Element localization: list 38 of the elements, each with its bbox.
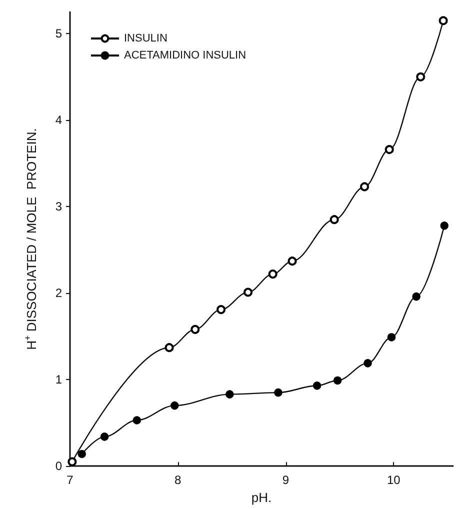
- point: [164, 343, 174, 352]
- point: [190, 324, 200, 334]
- point: [100, 432, 109, 441]
- y-tick-label: 0: [55, 459, 62, 474]
- point: [333, 376, 342, 385]
- x-tick-label: 9: [282, 473, 290, 488]
- point: [268, 270, 278, 279]
- y-tick-label: 2: [55, 286, 62, 300]
- point: [412, 292, 420, 301]
- x-tick-label: 10: [386, 473, 401, 488]
- point: [132, 416, 141, 424]
- y-tick-label: 3: [55, 200, 62, 214]
- y-tick-label: 4: [55, 113, 62, 128]
- point: [170, 401, 179, 410]
- point: [78, 450, 86, 458]
- y-axis-title: H+ DISSOCIATED / MOLE PROTEIN.: [22, 128, 39, 350]
- point: [216, 305, 226, 314]
- point: [274, 388, 282, 397]
- point: [226, 390, 234, 398]
- point: [438, 16, 448, 26]
- x-tick-label: 7: [66, 473, 74, 488]
- point: [312, 382, 322, 390]
- point: [288, 256, 297, 266]
- y-tick-label: 5: [55, 26, 62, 41]
- y-tick-label: 1: [55, 372, 62, 387]
- x-tick-label: 8: [174, 473, 182, 488]
- x-axis-title: pH.: [251, 490, 272, 505]
- legend-label: ACETAMIDINO INSULIN: [124, 50, 246, 62]
- point: [68, 457, 77, 466]
- point: [330, 215, 339, 224]
- point: [416, 72, 426, 82]
- point: [244, 288, 253, 297]
- point: [387, 333, 396, 342]
- legend-label: INSULIN: [124, 32, 168, 44]
- point: [440, 222, 448, 230]
- point: [360, 182, 370, 192]
- point: [384, 145, 394, 154]
- point: [364, 359, 372, 368]
